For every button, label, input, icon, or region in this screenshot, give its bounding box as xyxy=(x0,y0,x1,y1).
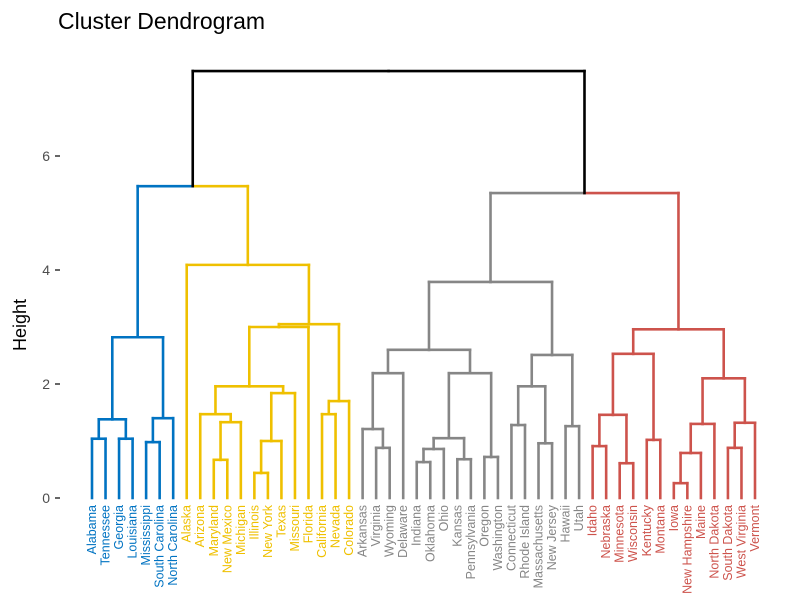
leaf-label: New York xyxy=(261,504,275,558)
leaf-label: Tennessee xyxy=(99,505,113,566)
leaf-label: South Dakota xyxy=(721,505,735,581)
leaf-label: New Mexico xyxy=(220,505,234,573)
leaf-label: Nevada xyxy=(329,505,343,548)
y-tick-label: 6 xyxy=(42,148,50,164)
leaf-label: Oklahoma xyxy=(423,505,437,562)
leaf-label: Iowa xyxy=(667,505,681,531)
leaf-label: California xyxy=(315,505,329,558)
leaf-label: Arizona xyxy=(193,505,207,547)
leaf-label: Washington xyxy=(491,505,505,571)
leaf-label: Missouri xyxy=(288,505,302,552)
leaf-label: Georgia xyxy=(112,505,126,550)
leaf-label: Michigan xyxy=(234,505,248,555)
leaf-label: Wyoming xyxy=(383,505,397,557)
leaf-label: Colorado xyxy=(342,505,356,556)
leaf-label: Wisconsin xyxy=(626,505,640,562)
leaf-label: Rhode Island xyxy=(518,505,532,579)
leaf-label: Ohio xyxy=(437,505,451,531)
leaf-label: Nebraska xyxy=(599,505,613,559)
y-tick-label: 0 xyxy=(42,490,50,506)
leaf-label: Maryland xyxy=(207,505,221,556)
leaf-label: Alaska xyxy=(180,505,194,543)
leaf-label: Virginia xyxy=(369,505,383,547)
leaf-label: New Jersey xyxy=(545,504,559,570)
leaf-label: Pennsylvania xyxy=(464,505,478,579)
leaf-label: Illinois xyxy=(247,505,261,540)
leaf-label: Texas xyxy=(274,505,288,538)
leaf-label: Utah xyxy=(572,505,586,531)
leaf-label: Louisiana xyxy=(126,505,140,559)
leaf-label: North Dakota xyxy=(707,505,721,579)
leaf-label: Hawaii xyxy=(559,505,573,543)
leaf-label: Delaware xyxy=(396,505,410,558)
leaf-label: Florida xyxy=(301,505,315,543)
leaf-label: Massachusetts xyxy=(532,505,546,588)
leaf-label: Minnesota xyxy=(613,505,627,563)
leaf-label: Maine xyxy=(694,505,708,539)
leaf-label: Mississippi xyxy=(139,505,153,565)
leaf-label: North Carolina xyxy=(166,505,180,586)
chart-title: Cluster Dendrogram xyxy=(58,8,266,34)
leaf-label: Kansas xyxy=(450,505,464,547)
y-tick-label: 2 xyxy=(42,376,50,392)
leaf-label: Indiana xyxy=(410,505,424,546)
leaf-label: West Virginia xyxy=(734,505,748,578)
leaf-label: Vermont xyxy=(748,504,762,551)
leaf-label: Alabama xyxy=(85,505,99,554)
leaf-label: New Hampshire xyxy=(680,505,694,593)
leaf-label: Arkansas xyxy=(356,505,370,557)
leaf-label: Kentucky xyxy=(640,504,654,556)
leaf-label: Connecticut xyxy=(504,504,518,571)
y-axis-label: Height xyxy=(10,299,30,351)
leaf-label: Oregon xyxy=(477,505,491,547)
y-tick-label: 4 xyxy=(42,262,50,278)
leaf-label: South Carolina xyxy=(153,505,167,588)
leaf-label: Idaho xyxy=(586,505,600,536)
leaf-label: Montana xyxy=(653,505,667,554)
